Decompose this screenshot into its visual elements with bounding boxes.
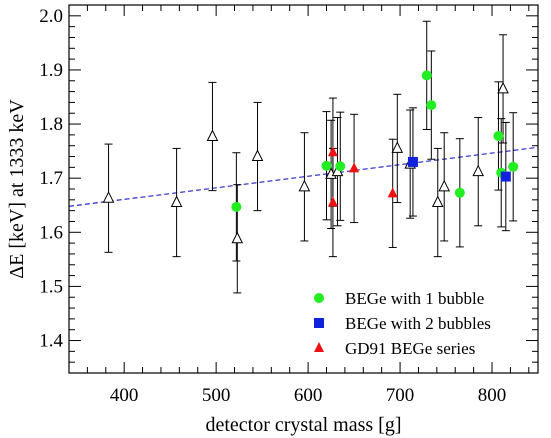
data-point — [102, 191, 115, 203]
data-point — [349, 162, 360, 173]
data-point — [231, 201, 242, 212]
data-point — [426, 100, 437, 111]
fit-line — [68, 146, 539, 207]
data-point — [206, 129, 219, 142]
y-tick-label: 1.7 — [39, 168, 63, 189]
data-point — [431, 195, 444, 208]
data-point — [421, 70, 432, 81]
data-point — [454, 187, 465, 198]
y-tick-label: 1.6 — [39, 222, 63, 243]
x-tick-label: 600 — [294, 385, 323, 406]
legend-label: BEGe with 2 bubbles — [345, 314, 491, 333]
data-point — [231, 231, 244, 244]
y-tick-label: 1.5 — [39, 276, 63, 297]
y-tick-label: 1.9 — [39, 60, 63, 81]
data-point — [391, 141, 404, 153]
x-axis-label: detector crystal mass [g] — [205, 414, 401, 436]
x-tick-label: 400 — [110, 385, 139, 406]
data-point — [472, 164, 485, 177]
data-point — [251, 149, 264, 162]
y-tick-label: 1.4 — [39, 331, 63, 352]
legend-label: BEGe with 1 bubble — [345, 289, 484, 308]
data-point — [298, 179, 311, 192]
data-point — [508, 161, 519, 172]
data-point — [327, 196, 338, 207]
data-point — [500, 171, 511, 182]
plot-marks — [68, 20, 539, 294]
data-point — [170, 195, 183, 208]
x-tick-label: 800 — [478, 385, 507, 406]
data-point — [438, 179, 451, 192]
y-axis: 1.4 1.5 1.6 1.7 1.8 1.9 2.0 — [39, 4, 538, 374]
data-point — [327, 146, 338, 157]
data-point — [497, 81, 509, 94]
x-tick-label: 500 — [202, 385, 231, 406]
data-point — [407, 156, 418, 167]
data-point — [493, 130, 504, 141]
x-tick-label: 700 — [386, 385, 415, 406]
y-axis-label: ΔE [keV] at 1333 keV — [6, 99, 28, 279]
legend: BEGe with 1 bubble BEGe with 2 bubbles GD9… — [314, 289, 491, 358]
x-axis: 400 500 600 700 800 — [68, 5, 530, 406]
legend-marker — [314, 342, 324, 352]
y-tick-label: 2.0 — [39, 6, 63, 27]
legend-marker — [314, 293, 324, 303]
data-point — [335, 161, 346, 172]
data-point — [321, 160, 332, 171]
legend-marker — [314, 318, 324, 328]
legend-label: GD91 BEGe series — [345, 339, 475, 358]
data-point — [387, 187, 398, 198]
y-tick-label: 1.8 — [39, 114, 63, 135]
